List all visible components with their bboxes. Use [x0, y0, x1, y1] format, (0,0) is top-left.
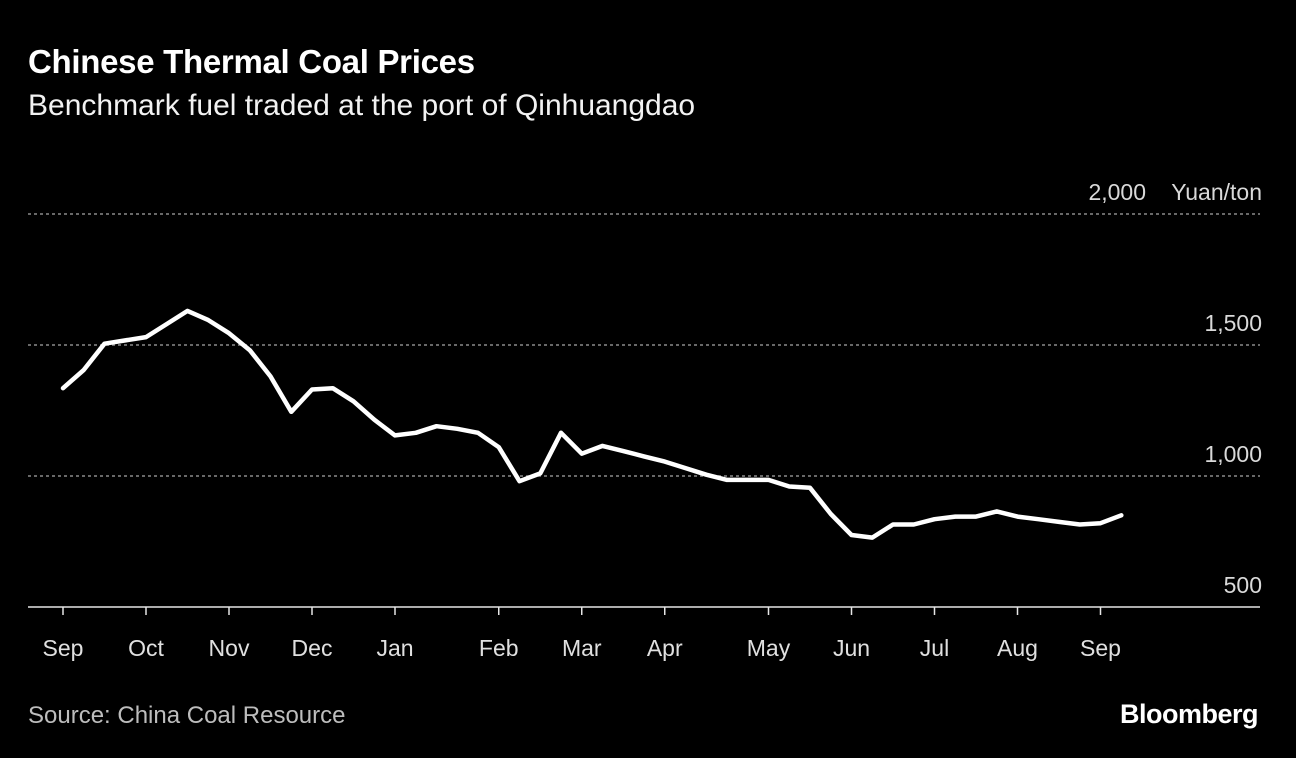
x-tick-label: May — [747, 635, 791, 661]
unit-label: Yuan/ton — [1171, 179, 1262, 205]
price-line — [60, 308, 1124, 540]
chart-subtitle: Benchmark fuel traded at the port of Qin… — [28, 89, 696, 122]
y-tick-label: 1,000 — [1204, 441, 1262, 467]
x-tick-label: Jun — [833, 635, 870, 661]
x-tick-label: Jul — [920, 635, 949, 661]
x-tick-label: Feb — [479, 635, 519, 661]
x-tick-label: Mar — [562, 635, 602, 661]
x-tick-label: Jan — [376, 635, 413, 661]
x-tick-label: Dec — [292, 635, 333, 661]
x-tick-label: Aug — [997, 635, 1038, 661]
y-tick-label: 1,500 — [1204, 310, 1262, 336]
x-tick-label: Nov — [209, 635, 250, 661]
y-tick-label: 500 — [1224, 572, 1262, 598]
x-tick-label: Apr — [647, 635, 683, 661]
x-tick-label: Oct — [128, 635, 164, 661]
x-tick-label: Sep — [1080, 635, 1121, 661]
bloomberg-logo: Bloomberg — [1119, 699, 1259, 729]
source-note: Source: China Coal Resource — [28, 702, 346, 729]
x-tick-label: Sep — [43, 635, 84, 661]
y-tick-label: 2,000 — [1088, 179, 1146, 205]
chart-title: Chinese Thermal Coal Prices — [28, 43, 475, 80]
